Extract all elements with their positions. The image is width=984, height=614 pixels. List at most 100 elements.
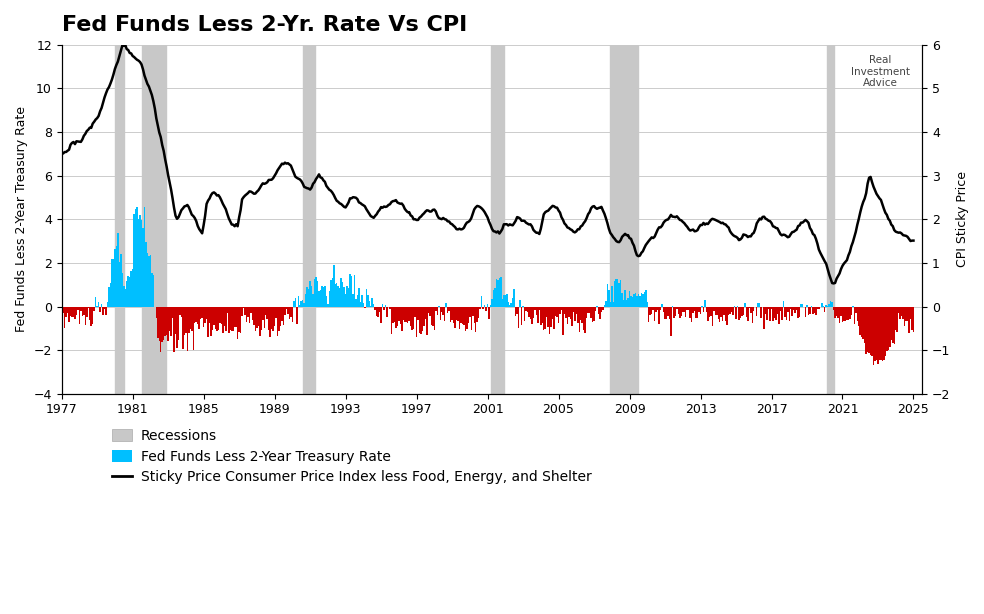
Bar — [188, 306, 190, 333]
Bar — [223, 306, 225, 327]
Bar — [73, 306, 74, 317]
Bar — [246, 306, 247, 322]
Bar — [196, 306, 197, 322]
Bar — [449, 306, 450, 311]
Bar — [762, 306, 764, 308]
Bar — [281, 306, 282, 321]
Bar — [518, 306, 520, 328]
Bar — [544, 306, 546, 329]
Bar — [268, 306, 270, 330]
Bar — [684, 306, 685, 312]
Bar — [231, 306, 232, 330]
Bar — [660, 306, 661, 310]
Bar — [547, 306, 549, 327]
Bar — [875, 306, 876, 361]
Bar — [685, 306, 687, 316]
Bar — [437, 306, 438, 315]
Bar — [179, 306, 181, 316]
Bar — [899, 306, 901, 319]
Bar — [552, 306, 553, 319]
Bar — [806, 305, 808, 306]
Bar — [234, 306, 235, 327]
Bar — [556, 306, 558, 317]
Bar — [615, 279, 617, 306]
Bar — [435, 306, 437, 311]
Bar — [467, 306, 469, 322]
Bar — [707, 306, 708, 321]
Bar — [512, 298, 514, 306]
Bar — [361, 295, 362, 306]
Bar — [853, 306, 855, 324]
Bar — [502, 299, 503, 306]
Bar — [558, 306, 559, 324]
Bar — [593, 306, 594, 321]
Bar — [459, 306, 461, 329]
Bar — [147, 253, 149, 306]
Bar — [750, 306, 752, 313]
Bar — [114, 249, 116, 306]
Bar — [549, 306, 550, 334]
Bar — [402, 306, 404, 320]
Bar — [776, 306, 778, 314]
Bar — [564, 306, 565, 314]
Bar — [450, 306, 452, 322]
Bar — [155, 306, 157, 318]
Bar — [911, 306, 913, 330]
Bar — [651, 306, 652, 314]
Bar — [296, 306, 297, 324]
Bar — [602, 306, 603, 309]
Bar — [570, 306, 571, 319]
Bar — [752, 306, 753, 323]
Bar — [687, 306, 688, 310]
Bar — [697, 306, 699, 318]
Bar — [238, 306, 240, 332]
Bar — [134, 214, 135, 306]
Bar — [561, 306, 562, 309]
Bar — [293, 301, 294, 306]
Bar — [688, 306, 690, 310]
Bar — [881, 306, 882, 360]
Bar — [393, 306, 394, 323]
Bar — [722, 306, 723, 321]
Bar — [88, 306, 89, 308]
Bar — [126, 281, 128, 306]
Bar — [913, 306, 914, 332]
Bar — [169, 306, 170, 330]
Bar — [166, 306, 167, 335]
Bar — [694, 306, 696, 311]
Bar — [749, 306, 750, 308]
Bar — [537, 306, 538, 323]
Bar — [562, 306, 564, 335]
Bar — [487, 305, 488, 306]
Bar — [149, 256, 150, 306]
Bar — [228, 306, 229, 333]
Bar — [696, 306, 697, 318]
Bar — [622, 293, 623, 306]
Bar — [708, 306, 710, 317]
Bar — [765, 306, 767, 314]
Bar — [302, 300, 303, 306]
Bar — [628, 298, 629, 306]
Bar — [849, 306, 850, 319]
Bar — [432, 306, 434, 326]
Bar — [855, 306, 856, 313]
Bar — [456, 306, 458, 320]
Bar — [746, 306, 747, 317]
Bar — [758, 303, 759, 306]
Bar — [907, 306, 908, 321]
Bar — [258, 306, 259, 326]
Bar — [901, 306, 902, 316]
Bar — [703, 306, 705, 312]
Bar — [679, 306, 681, 319]
Bar — [273, 306, 274, 332]
Bar — [793, 306, 794, 310]
Bar — [152, 273, 153, 306]
Bar — [879, 306, 881, 360]
Bar — [797, 306, 799, 317]
Bar — [74, 306, 76, 319]
Bar — [772, 306, 773, 321]
Bar — [726, 306, 728, 325]
Bar — [505, 295, 506, 306]
Bar — [83, 306, 85, 314]
Bar — [574, 306, 576, 321]
